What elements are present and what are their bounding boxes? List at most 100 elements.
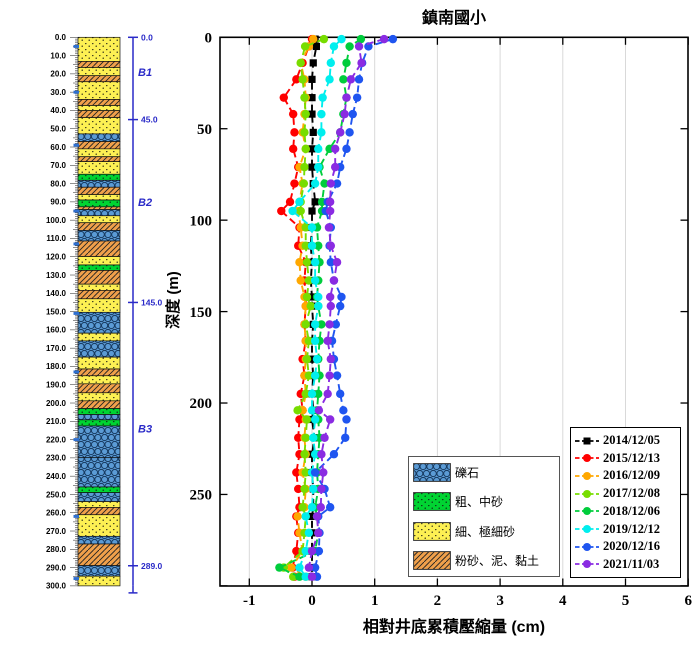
depth-tick-label: 130.0 bbox=[46, 271, 67, 280]
date-legend-item: 2018/12/06 bbox=[574, 504, 678, 519]
survey-date-label: 2021/11/03 bbox=[603, 556, 660, 571]
legend-marker-icon bbox=[575, 489, 599, 498]
data-point bbox=[304, 276, 314, 285]
data-point bbox=[340, 109, 349, 119]
anchor-nub bbox=[73, 311, 79, 315]
chart-title: 鎮南國小 bbox=[421, 10, 486, 27]
data-point bbox=[324, 223, 334, 232]
survey-date-label: 2014/12/05 bbox=[603, 433, 660, 447]
lithology-label: 礫石 bbox=[455, 466, 480, 480]
data-point bbox=[326, 241, 336, 250]
layer-fine bbox=[77, 105, 121, 111]
data-point bbox=[290, 128, 299, 137]
y-tick-label: 0 bbox=[205, 31, 213, 47]
data-point bbox=[325, 415, 335, 424]
layer-clay bbox=[77, 400, 121, 409]
data-point bbox=[342, 93, 351, 102]
data-point bbox=[332, 179, 342, 188]
depth-tick-label: 70.0 bbox=[50, 161, 66, 170]
data-point bbox=[301, 546, 310, 556]
data-point bbox=[307, 406, 317, 415]
data-point bbox=[326, 301, 336, 311]
layer-clay bbox=[77, 270, 121, 285]
date-legend: 2014/12/05 2015/12/13 2016/12/09 2017/12/08… bbox=[570, 427, 681, 578]
lithology-label: 細、極細砂 bbox=[455, 524, 516, 539]
legend-marker-icon bbox=[575, 507, 599, 516]
layer-fine bbox=[77, 356, 121, 370]
data-point bbox=[301, 223, 310, 232]
data-point bbox=[307, 572, 317, 581]
anchor-nub bbox=[73, 242, 79, 246]
depth-tick-label: 90.0 bbox=[50, 198, 66, 207]
layer-fine bbox=[77, 194, 121, 201]
data-point bbox=[332, 258, 342, 267]
anchor-nub bbox=[73, 438, 79, 442]
data-point bbox=[331, 320, 341, 329]
depth-tick-label: 150.0 bbox=[46, 307, 67, 316]
data-point bbox=[301, 144, 310, 154]
layer-fine bbox=[77, 283, 121, 291]
data-point bbox=[299, 179, 309, 188]
y-tick-label: 250 bbox=[190, 488, 213, 504]
depth-tick-label: 20.0 bbox=[50, 70, 66, 79]
data-point bbox=[292, 75, 301, 84]
section-label-B1: B1 bbox=[138, 67, 152, 79]
legend-marker-icon bbox=[575, 471, 599, 480]
layer-coarse bbox=[77, 199, 121, 208]
data-point bbox=[320, 433, 329, 442]
data-point bbox=[296, 58, 305, 68]
data-point bbox=[345, 42, 354, 51]
layer-clay bbox=[77, 75, 121, 83]
survey-date-label: 2020/12/16 bbox=[603, 539, 660, 554]
data-point bbox=[302, 415, 312, 424]
x-tick-label: -1 bbox=[243, 593, 256, 609]
layer-fine bbox=[77, 298, 121, 313]
data-point bbox=[307, 546, 317, 556]
data-point bbox=[314, 546, 324, 556]
data-point bbox=[306, 301, 315, 311]
data-point bbox=[307, 503, 317, 512]
data-point bbox=[307, 223, 317, 232]
layer-fine bbox=[77, 161, 121, 175]
depth-tick-label: 230.0 bbox=[46, 454, 67, 463]
data-point bbox=[337, 34, 346, 44]
data-point bbox=[325, 503, 335, 512]
data-point bbox=[336, 301, 345, 311]
data-point bbox=[354, 42, 364, 51]
data-point bbox=[307, 241, 317, 250]
date-legend-item: 2017/12/08 bbox=[574, 486, 678, 501]
layer-gravel bbox=[77, 340, 121, 358]
data-point bbox=[302, 258, 312, 267]
depth-tick-label: 0.0 bbox=[55, 33, 67, 42]
data-point bbox=[326, 179, 336, 188]
layer-coarse bbox=[77, 486, 121, 493]
depth-tick-label: 270.0 bbox=[46, 527, 67, 536]
clay-swatch bbox=[413, 551, 451, 570]
depth-tick-label: 80.0 bbox=[50, 179, 66, 188]
data-point bbox=[310, 276, 320, 285]
data-point bbox=[317, 109, 326, 119]
layer-clay bbox=[77, 507, 121, 516]
data-point bbox=[301, 241, 310, 250]
data-point bbox=[336, 389, 345, 399]
data-point bbox=[342, 144, 351, 154]
layer-fine bbox=[77, 67, 121, 77]
data-point bbox=[307, 389, 317, 399]
layer-fine bbox=[77, 117, 121, 135]
section-label-B3: B3 bbox=[138, 424, 152, 436]
coarse-swatch bbox=[413, 492, 451, 512]
data-point bbox=[330, 144, 340, 154]
data-point bbox=[316, 503, 325, 512]
data-point bbox=[308, 355, 316, 363]
data-point bbox=[296, 206, 305, 216]
depth-tick-label: 180.0 bbox=[46, 362, 67, 371]
data-point bbox=[308, 163, 316, 171]
data-point bbox=[325, 197, 335, 207]
data-point bbox=[356, 34, 366, 44]
date-legend-item: 2021/11/03 bbox=[574, 557, 678, 572]
anchor-nub bbox=[73, 44, 79, 48]
data-point bbox=[325, 75, 334, 84]
depth-tick-label: 100.0 bbox=[46, 216, 67, 225]
layer-coarse bbox=[77, 419, 121, 427]
